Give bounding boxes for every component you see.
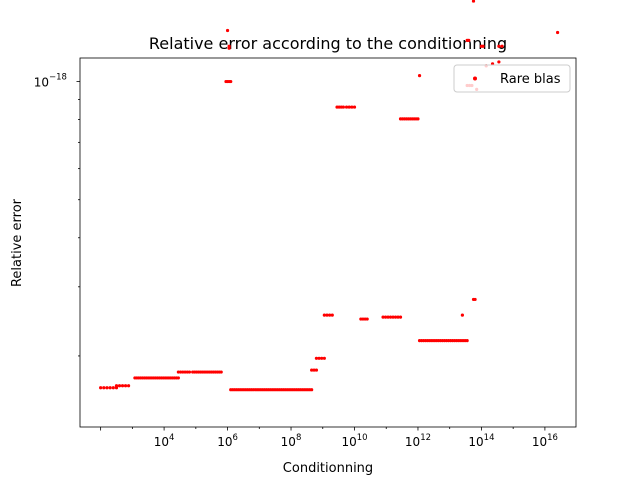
legend-box xyxy=(453,64,571,93)
data-point xyxy=(114,384,119,388)
x-tick-label: 108 xyxy=(281,433,302,449)
data-point xyxy=(310,368,314,372)
data-point xyxy=(219,370,223,374)
data-point xyxy=(322,313,326,317)
axes-frame xyxy=(79,57,577,428)
data-point xyxy=(117,384,122,388)
data-point xyxy=(225,28,230,33)
y-tick-label: 10 xyxy=(34,76,49,90)
x-tick-label: 104 xyxy=(154,433,175,449)
data-point xyxy=(108,386,112,390)
data-point xyxy=(317,356,321,360)
data-point xyxy=(391,315,395,319)
data-point xyxy=(386,315,390,319)
x-axis-label: Conditionning xyxy=(283,461,373,476)
data-point xyxy=(383,315,388,319)
x-tick-label: 1016 xyxy=(532,433,558,449)
data-point xyxy=(312,368,316,372)
x-tick-label: 106 xyxy=(217,433,238,449)
data-point xyxy=(481,44,485,48)
legend-marker xyxy=(473,76,477,81)
data-point xyxy=(398,315,403,319)
data-point xyxy=(365,317,369,321)
plot-background xyxy=(80,58,576,427)
data-point xyxy=(467,38,471,42)
data-point xyxy=(393,315,398,319)
x-axis-ticks: 104 106 108 1010 1012 1014 1016 xyxy=(100,427,558,449)
data-point xyxy=(181,370,185,374)
data-point xyxy=(555,30,560,35)
data-point xyxy=(111,386,115,390)
data-point xyxy=(187,370,192,374)
data-point xyxy=(185,370,189,374)
data-point xyxy=(322,356,326,360)
data-point xyxy=(176,376,180,380)
data-point xyxy=(417,74,422,78)
y-tick-exponent: −18 xyxy=(49,73,67,83)
data-point xyxy=(328,313,332,317)
data-point xyxy=(102,386,106,390)
data-point xyxy=(500,44,504,48)
data-point xyxy=(183,370,187,374)
legend-label: Rare blas xyxy=(500,72,561,87)
data-point xyxy=(465,339,469,343)
data-point xyxy=(497,60,501,64)
y-axis-label: Relative error xyxy=(10,198,25,287)
data-point xyxy=(416,117,420,121)
data-point xyxy=(350,105,354,109)
data-point xyxy=(99,386,103,390)
data-point xyxy=(314,356,319,360)
x-tick-label: 1014 xyxy=(468,433,494,449)
chart-title: Relative error according to the conditio… xyxy=(149,34,507,53)
data-point xyxy=(460,313,464,317)
data-point xyxy=(320,356,324,360)
data-point xyxy=(123,384,128,388)
data-point xyxy=(229,79,233,84)
data-point xyxy=(388,315,393,319)
x-tick-label: 1012 xyxy=(405,433,431,449)
scatter-points xyxy=(99,0,560,392)
data-point xyxy=(105,386,109,390)
plot-area: 104 106 108 1010 1012 1014 1016 10 −18 xyxy=(34,0,577,449)
data-point xyxy=(344,105,349,109)
legend: Rare blas xyxy=(453,64,571,93)
data-point xyxy=(352,105,357,109)
data-point xyxy=(381,315,385,319)
data-point xyxy=(314,368,319,372)
data-point xyxy=(325,313,329,317)
data-point xyxy=(396,315,400,319)
data-point xyxy=(497,44,501,48)
data-point xyxy=(126,384,131,388)
data-point xyxy=(330,313,334,317)
data-point xyxy=(310,388,314,392)
data-point xyxy=(471,0,476,3)
data-point xyxy=(341,105,345,109)
data-point xyxy=(227,46,231,50)
data-point xyxy=(120,384,125,388)
data-point xyxy=(347,105,351,109)
data-point xyxy=(473,297,477,302)
x-tick-label: 1010 xyxy=(341,433,367,449)
data-point xyxy=(179,370,183,374)
data-point xyxy=(176,370,180,374)
